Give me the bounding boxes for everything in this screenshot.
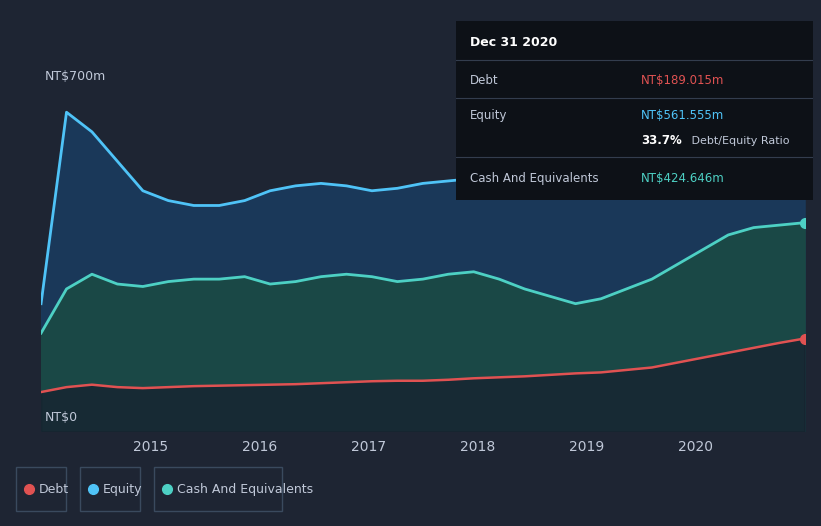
FancyBboxPatch shape xyxy=(80,467,140,511)
Text: Cash And Equivalents: Cash And Equivalents xyxy=(470,172,599,185)
Text: Cash And Equivalents: Cash And Equivalents xyxy=(177,483,313,495)
FancyBboxPatch shape xyxy=(16,467,66,511)
Text: Debt: Debt xyxy=(470,74,498,87)
Text: NT$0: NT$0 xyxy=(45,411,78,424)
Text: Dec 31 2020: Dec 31 2020 xyxy=(470,36,557,49)
Text: 33.7%: 33.7% xyxy=(641,134,682,147)
Text: NT$424.646m: NT$424.646m xyxy=(641,172,725,185)
Text: Equity: Equity xyxy=(103,483,142,495)
Text: NT$700m: NT$700m xyxy=(45,70,106,84)
Text: Debt: Debt xyxy=(39,483,69,495)
Text: NT$561.555m: NT$561.555m xyxy=(641,109,725,123)
Text: NT$189.015m: NT$189.015m xyxy=(641,74,725,87)
FancyBboxPatch shape xyxy=(154,467,282,511)
Text: Debt/Equity Ratio: Debt/Equity Ratio xyxy=(688,136,789,146)
Text: Equity: Equity xyxy=(470,109,507,123)
